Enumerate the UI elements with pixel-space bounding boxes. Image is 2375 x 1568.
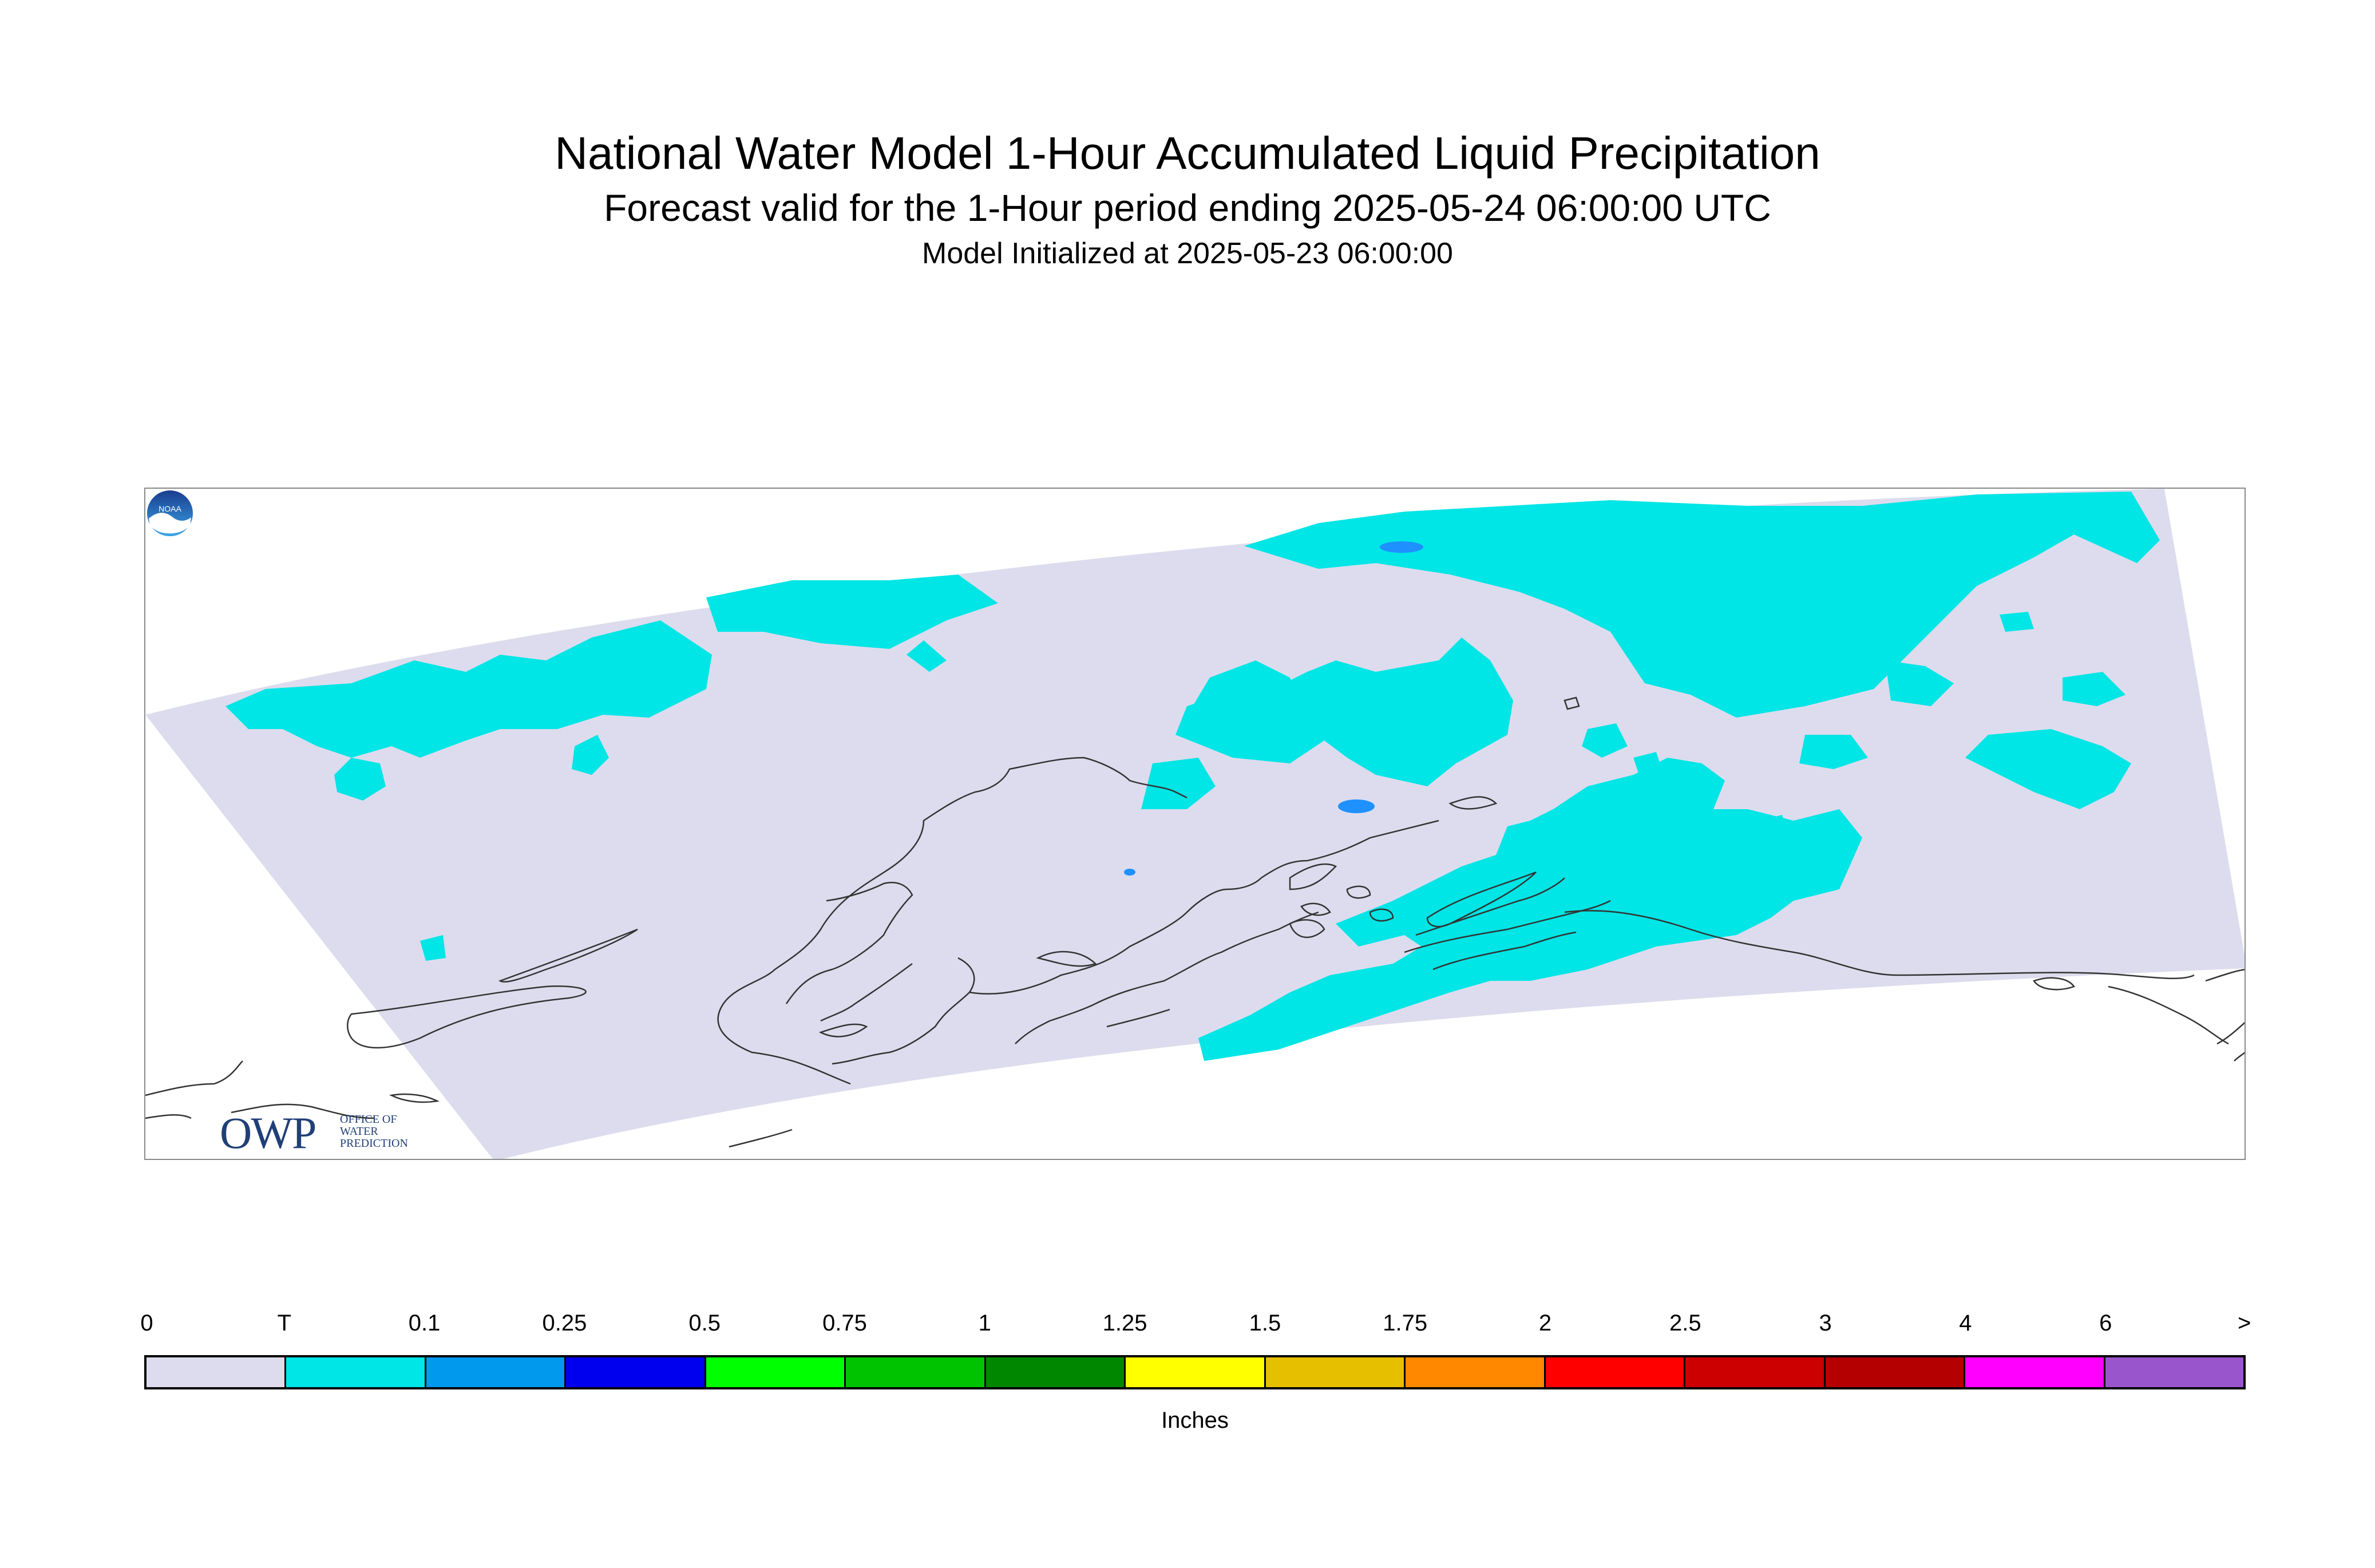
map-subtitle: Forecast valid for the 1-Hour period end… bbox=[604, 187, 1771, 229]
precipitation-map: OWP OFFICE OF WATER PREDICTION NOAA bbox=[144, 488, 2246, 1160]
legend-tick-label: 2.5 bbox=[1669, 1310, 1701, 1336]
map-title: National Water Model 1-Hour Accumulated … bbox=[555, 128, 1820, 179]
legend-tick-label: 2 bbox=[1538, 1310, 1552, 1336]
legend-tick-label: T bbox=[277, 1310, 292, 1336]
light-precip-areas bbox=[1124, 541, 1423, 876]
legend-tick-label: 4 bbox=[1959, 1310, 1972, 1336]
legend-swatch bbox=[1126, 1357, 1266, 1387]
legend-tick-label: 3 bbox=[1819, 1310, 1832, 1336]
legend-unit: Inches bbox=[1161, 1408, 1229, 1433]
legend-tick-label: 1.5 bbox=[1249, 1310, 1281, 1336]
legend-swatch bbox=[1685, 1357, 1826, 1387]
legend-swatch bbox=[1545, 1357, 1686, 1387]
trace-precip-areas bbox=[225, 492, 2160, 1061]
legend-tick-label: 0.5 bbox=[688, 1310, 721, 1336]
owp-logo-letters: OWP bbox=[220, 1108, 316, 1158]
legend-colorbar bbox=[144, 1355, 2246, 1389]
noaa-logo-text: NOAA bbox=[159, 504, 181, 513]
owp-subtext-line3: PREDICTION bbox=[340, 1137, 408, 1150]
owp-subtext-line2: WATER bbox=[340, 1125, 378, 1138]
legend-tick-label: 0.75 bbox=[822, 1310, 867, 1336]
legend-tick-label: 0 bbox=[140, 1310, 153, 1336]
owp-subtext-line1: OFFICE OF bbox=[340, 1113, 397, 1126]
legend-tick-label: 0.1 bbox=[408, 1310, 441, 1336]
legend-tick-label: > bbox=[2237, 1310, 2251, 1336]
legend-swatch bbox=[147, 1357, 287, 1387]
legend: 0 T 0.1 0.25 0.5 0.75 1 1.25 1.5 1.75 2 2.5 3 4 6 > Inc… bbox=[140, 1310, 2251, 1433]
legend-swatch bbox=[1265, 1357, 1406, 1387]
legend-tick-label: 0.25 bbox=[542, 1310, 587, 1336]
legend-swatch bbox=[286, 1357, 426, 1387]
map-canvas bbox=[145, 489, 2245, 1159]
legend-tick-label: 6 bbox=[2099, 1310, 2112, 1336]
legend-tick-label: 1.75 bbox=[1383, 1310, 1428, 1336]
init-time: Model Initialized at 2025-05-23 06:00:00 bbox=[922, 237, 1453, 270]
legend-swatch bbox=[1825, 1357, 1966, 1387]
legend-swatch bbox=[846, 1357, 986, 1387]
legend-tick-label: 1.25 bbox=[1102, 1310, 1147, 1336]
legend-swatch bbox=[1406, 1357, 1546, 1387]
legend-swatch bbox=[706, 1357, 846, 1387]
noaa-logo: NOAA bbox=[146, 489, 194, 537]
legend-swatch bbox=[1965, 1357, 2105, 1387]
legend-swatch bbox=[2105, 1357, 2244, 1387]
legend-swatch bbox=[985, 1357, 1126, 1387]
legend-swatch bbox=[426, 1357, 567, 1387]
legend-labels: 0 T 0.1 0.25 0.5 0.75 1 1.25 1.5 1.75 2 2.5 3 4 6 > bbox=[140, 1310, 2251, 1345]
legend-swatch bbox=[566, 1357, 706, 1387]
owp-logo-subtext: OFFICE OF WATER PREDICTION bbox=[340, 1114, 408, 1150]
owp-logo: OWP OFFICE OF WATER PREDICTION bbox=[220, 1110, 437, 1156]
legend-tick-label: 1 bbox=[978, 1310, 991, 1336]
coastlines bbox=[145, 696, 2245, 1148]
